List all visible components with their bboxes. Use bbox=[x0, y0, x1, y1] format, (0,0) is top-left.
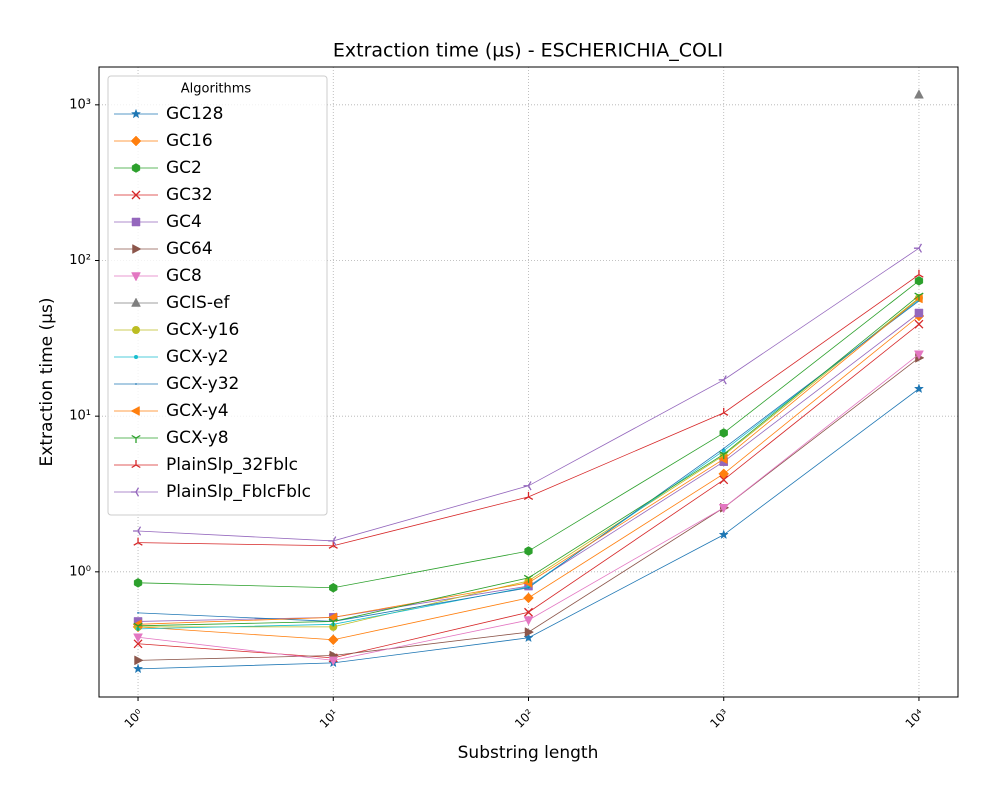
marker bbox=[722, 447, 725, 450]
marker bbox=[329, 622, 338, 631]
marker bbox=[913, 243, 923, 253]
marker bbox=[914, 319, 924, 329]
y-tick-label: 10⁰ bbox=[69, 564, 91, 579]
marker bbox=[914, 292, 924, 301]
marker bbox=[328, 536, 337, 546]
legend-marker bbox=[130, 135, 142, 147]
marker bbox=[329, 582, 338, 593]
marker bbox=[523, 491, 534, 500]
marker bbox=[718, 468, 730, 480]
legend-label: GCX-y32 bbox=[166, 374, 239, 394]
y-tick-label: 10³ bbox=[69, 97, 91, 112]
marker bbox=[524, 546, 533, 556]
legend-marker bbox=[130, 406, 140, 416]
y-tick-label: 10¹ bbox=[69, 409, 91, 424]
marker bbox=[914, 350, 924, 360]
legend-marker bbox=[131, 163, 141, 173]
legend: Algorithms GC128 GC16 GC2 GC32 GC4 GC64 GC8 GCIS… bbox=[107, 75, 328, 516]
legend-box bbox=[107, 75, 328, 516]
marker bbox=[719, 407, 729, 416]
marker bbox=[133, 537, 143, 546]
marker bbox=[914, 276, 924, 286]
marker bbox=[914, 269, 924, 278]
marker bbox=[328, 656, 339, 666]
legend-marker bbox=[134, 355, 138, 359]
legend-label: GCX-y2 bbox=[166, 347, 229, 367]
legend-marker bbox=[131, 272, 141, 282]
marker bbox=[328, 618, 338, 627]
marker bbox=[133, 578, 143, 588]
marker bbox=[522, 577, 533, 588]
marker bbox=[719, 475, 729, 485]
marker bbox=[524, 627, 535, 638]
legend-marker bbox=[132, 326, 140, 334]
marker bbox=[718, 454, 728, 464]
marker bbox=[527, 586, 530, 589]
marker bbox=[523, 574, 534, 583]
legend-marker bbox=[131, 487, 140, 497]
marker bbox=[719, 428, 728, 438]
legend-marker bbox=[131, 190, 141, 200]
legend-marker bbox=[132, 244, 142, 254]
marker bbox=[327, 634, 339, 646]
marker bbox=[523, 592, 534, 604]
marker bbox=[523, 481, 532, 491]
marker bbox=[133, 622, 143, 631]
marker bbox=[719, 451, 729, 460]
marker bbox=[133, 639, 143, 649]
marker bbox=[137, 611, 139, 614]
marker bbox=[133, 633, 143, 643]
y-axis-label: Extraction time (µs) bbox=[37, 298, 57, 467]
marker bbox=[718, 504, 729, 514]
marker bbox=[132, 663, 144, 674]
legend-marker bbox=[131, 434, 141, 443]
legend-label: GC64 bbox=[166, 239, 213, 259]
marker bbox=[523, 616, 534, 626]
x-axis-label: Substring length bbox=[458, 743, 599, 763]
marker bbox=[134, 655, 144, 666]
marker bbox=[718, 375, 727, 385]
legend-marker bbox=[131, 297, 141, 307]
legend-label: GCIS-ef bbox=[166, 293, 230, 313]
legend-label: GC4 bbox=[166, 212, 202, 232]
legend-label: GCX-y4 bbox=[166, 401, 229, 421]
legend-label: GCX-y8 bbox=[166, 428, 229, 448]
marker bbox=[133, 526, 142, 536]
marker bbox=[913, 383, 925, 394]
y-tick-label: 10² bbox=[69, 253, 91, 268]
legend-label: GC16 bbox=[166, 131, 213, 151]
marker bbox=[914, 89, 924, 99]
legend-label: GC128 bbox=[166, 104, 224, 124]
legend-marker bbox=[131, 460, 141, 469]
marker bbox=[914, 308, 924, 318]
legend-label: GC8 bbox=[166, 266, 202, 286]
marker bbox=[524, 607, 533, 617]
plot-frame bbox=[98, 66, 959, 698]
legend-label: GC32 bbox=[166, 185, 213, 205]
legend-marker bbox=[135, 383, 137, 385]
legend-label: GC2 bbox=[166, 158, 202, 178]
marker bbox=[327, 612, 338, 623]
legend-label: GCX-y16 bbox=[166, 320, 239, 340]
legend-label: PlainSlp_32Fblc bbox=[166, 455, 298, 475]
legend-marker bbox=[130, 108, 142, 119]
marker bbox=[721, 448, 726, 453]
legend-marker bbox=[131, 217, 141, 227]
legend-label: PlainSlp_FblcFblc bbox=[166, 482, 311, 502]
marker bbox=[718, 529, 729, 540]
legend-title: Algorithms bbox=[181, 82, 252, 97]
chart-title: Extraction time (µs) - ESCHERICHIA_COLI bbox=[333, 40, 723, 62]
